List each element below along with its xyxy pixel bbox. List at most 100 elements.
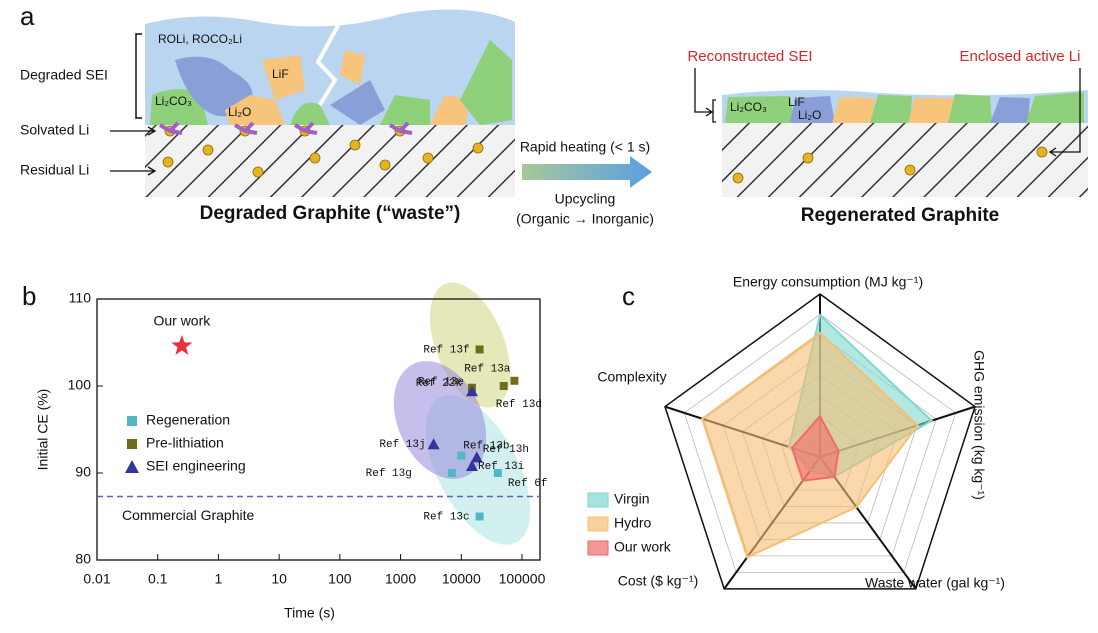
- blob: [948, 94, 992, 123]
- blob: [380, 95, 430, 125]
- legend-label: SEI engineering: [146, 458, 246, 474]
- annotation: Enclosed active Li: [960, 48, 1081, 65]
- x-tick-label: 1000: [385, 571, 416, 587]
- li-atom: [732, 172, 744, 184]
- y-tick-label: 80: [75, 551, 91, 567]
- legend-marker: [127, 439, 137, 449]
- point-label: Ref 13a: [464, 364, 511, 376]
- point-label: Ref 13i: [478, 461, 525, 473]
- legend-label: Pre-lithiation: [146, 435, 224, 451]
- star-marker: [171, 335, 193, 355]
- species: Li₂CO₃: [730, 100, 767, 114]
- legend-label: Our work: [614, 539, 672, 555]
- blob: [290, 102, 330, 125]
- blob: [832, 97, 875, 123]
- triangle-marker: [465, 460, 478, 472]
- triangle-marker: [427, 438, 440, 450]
- solvent: [388, 121, 413, 135]
- li-atom: [472, 142, 484, 154]
- li-atom: [379, 159, 391, 171]
- solvent: [293, 121, 318, 135]
- solvent: [233, 121, 258, 135]
- process-arrow: [522, 156, 652, 188]
- li-atom: [202, 144, 214, 156]
- bracket: [135, 33, 142, 119]
- square-marker: [457, 451, 466, 460]
- region: [393, 361, 487, 479]
- li-atom: [309, 152, 321, 164]
- arrow-label: Rapid heating (< 1 s): [520, 139, 650, 155]
- x-tick-label: 1: [215, 571, 223, 587]
- point-label: Ref 22k: [416, 378, 463, 390]
- li-atom: [904, 164, 916, 176]
- square-marker: [475, 512, 484, 521]
- point-label: Ref 6f: [508, 478, 548, 490]
- point-label: Ref 13b: [463, 441, 509, 453]
- x-tick-label: 100000: [499, 571, 546, 587]
- panel-a: a ROLi, ROCO₂Li LiF Li₂CO₃ Li₂O Degrad: [20, 1, 1088, 227]
- blob: [870, 95, 912, 123]
- blob: [908, 98, 955, 123]
- x-tick-label: 100: [328, 571, 352, 587]
- legend-swatch: [587, 540, 609, 556]
- species: LiF: [788, 95, 805, 109]
- legend-label: Hydro: [614, 515, 652, 531]
- point-label: Ref 13g: [366, 468, 412, 480]
- graphite: [722, 123, 1088, 197]
- point-label: Ref 13h: [483, 444, 529, 456]
- arrow-label: (Organic → Inorganic): [516, 211, 654, 227]
- point-label: Ref 13j: [379, 439, 425, 451]
- grid-ring: [683, 313, 957, 573]
- x-tick-label: 10000: [442, 571, 481, 587]
- li-atom: [1036, 146, 1048, 158]
- triangle-marker: [470, 451, 483, 463]
- point-label: Ref 13f: [423, 344, 469, 356]
- species: LiF: [272, 67, 289, 81]
- axis-label: GHG emission (kg kg⁻¹): [971, 350, 987, 500]
- triangle-marker: [465, 385, 478, 397]
- legend-swatch: [587, 492, 609, 508]
- y-tick-label: 100: [68, 377, 92, 393]
- radar-area: [790, 414, 840, 482]
- arrow: [694, 68, 716, 123]
- graphite: [145, 125, 515, 197]
- square-marker: [510, 376, 519, 385]
- blob: [330, 80, 385, 125]
- square-marker: [493, 469, 502, 477]
- label: Solvated Li: [20, 122, 89, 138]
- point-label: Ref 13d: [496, 399, 542, 411]
- species: Li₂CO₃: [155, 94, 192, 108]
- blob: [790, 96, 835, 123]
- li-atom: [802, 152, 814, 164]
- legend-label: Regeneration: [146, 412, 230, 428]
- li-atom: [162, 156, 174, 168]
- panel-title: Degraded Graphite (“waste”): [200, 203, 461, 224]
- panel-title: Regenerated Graphite: [801, 205, 1000, 226]
- species: Li₂O: [798, 108, 821, 122]
- plots: [393, 282, 531, 545]
- species: Li₂O: [228, 105, 251, 119]
- blob: [430, 95, 470, 125]
- panel-label: c: [622, 281, 635, 311]
- li-atom: [422, 152, 434, 164]
- x-tick-label: 0.1: [148, 571, 168, 587]
- species: ROLi, ROCO₂Li: [158, 32, 242, 46]
- blob: [175, 56, 253, 117]
- grid-ring: [664, 293, 976, 590]
- arrow-label: Upcycling: [555, 191, 616, 207]
- solvent: [158, 121, 183, 135]
- y-axis-label: Initial CE (%): [35, 389, 51, 471]
- x-tick-label: 0.01: [83, 571, 110, 587]
- arrow: [1048, 68, 1081, 157]
- legend-marker: [125, 460, 139, 473]
- blob: [725, 96, 795, 123]
- square-marker: [475, 345, 484, 354]
- axis-label: Complexity: [597, 369, 666, 385]
- legend-label: Virgin: [614, 491, 650, 507]
- axis-label: Energy consumption (MJ kg⁻¹): [733, 274, 923, 290]
- y-tick-label: 110: [69, 290, 92, 306]
- legend-swatch: [587, 516, 609, 532]
- arrow: [110, 126, 157, 176]
- blob: [1026, 92, 1084, 123]
